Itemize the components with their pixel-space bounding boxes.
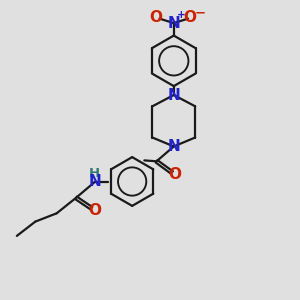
Text: N: N: [167, 139, 180, 154]
Text: N: N: [88, 174, 101, 189]
Text: H: H: [89, 167, 100, 180]
Text: O: O: [169, 167, 182, 182]
Text: +: +: [177, 10, 186, 20]
Text: O: O: [149, 10, 162, 25]
Text: N: N: [167, 88, 180, 103]
Text: N: N: [168, 16, 180, 31]
Text: −: −: [194, 7, 206, 20]
Text: O: O: [88, 203, 101, 218]
Text: O: O: [183, 10, 196, 25]
